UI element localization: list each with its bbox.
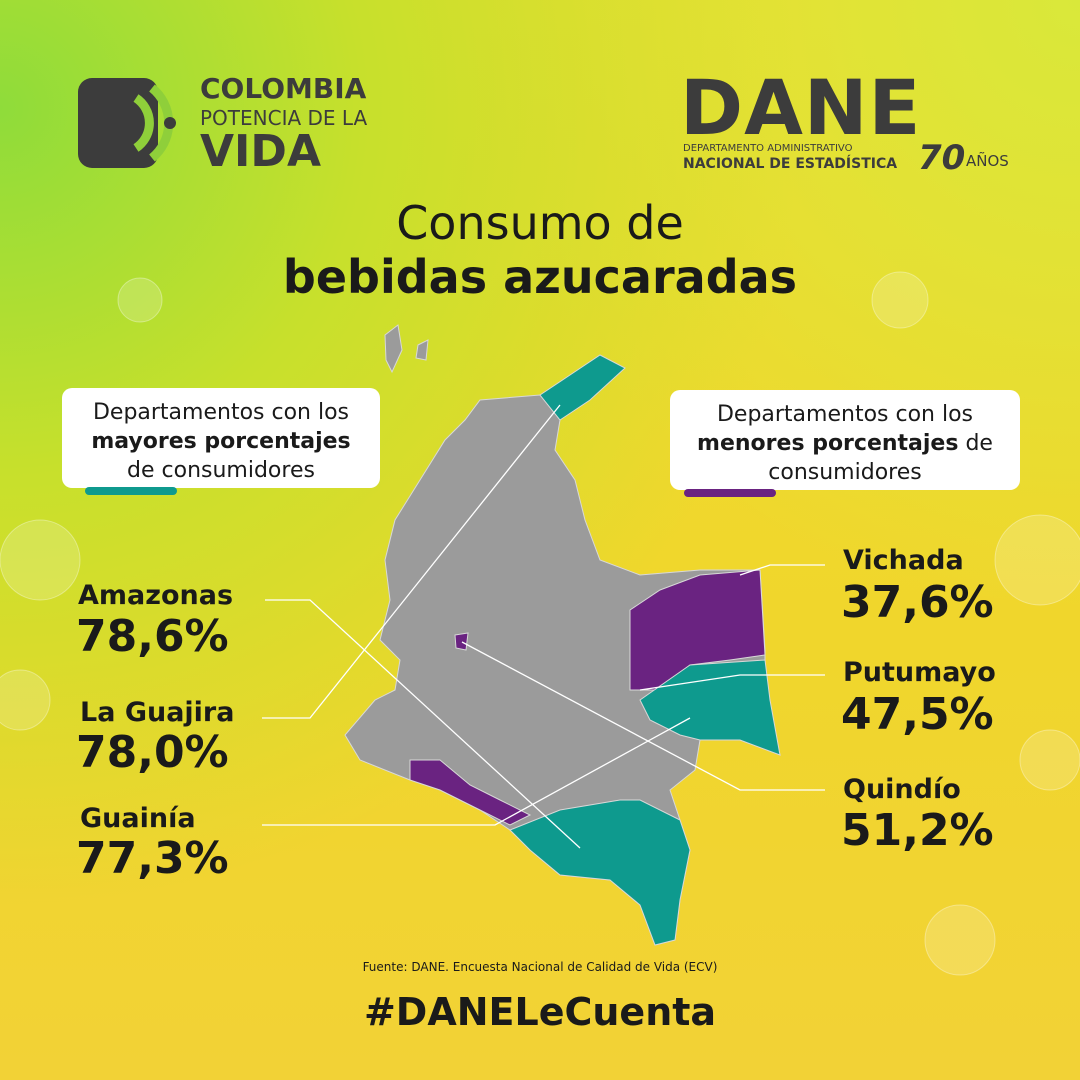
vichada-region: [629, 569, 766, 691]
department-name: Vichada: [843, 545, 964, 576]
department-name: Quindío: [843, 774, 961, 805]
legend-text: mayores porcentajes: [91, 429, 351, 454]
putumayo-region: [409, 759, 532, 826]
amazonas-region: [509, 799, 691, 946]
department-value: 37,6%: [841, 577, 994, 628]
legend-text: consumidores: [768, 460, 922, 485]
la-guajira-region: [539, 354, 626, 421]
leader-line: [639, 674, 825, 691]
legend-swatch: [684, 489, 776, 497]
legend-text: Departamentos con los: [716, 402, 974, 427]
department-value: 77,3%: [76, 833, 229, 884]
leader-line: [739, 564, 825, 576]
legend-box: Departamentos con los menores porcentaje…: [670, 390, 1020, 490]
colombia-logo-icon: [78, 78, 176, 168]
legend-line: menores porcentajes de: [678, 429, 1012, 458]
bubble: [871, 271, 929, 329]
department-name: Putumayo: [843, 657, 996, 688]
hashtag: #DANELeCuenta: [363, 990, 717, 1034]
anniversary-label: AÑOS: [966, 152, 1009, 170]
legend-text: Departamentos con los: [92, 400, 350, 425]
legend-text: menores porcentajes: [697, 431, 959, 456]
legend-box: Departamentos con los mayores porcentaje…: [62, 388, 380, 488]
leader-line: [461, 641, 825, 791]
dane-subtitle: NACIONAL DE ESTADÍSTICA: [683, 156, 898, 172]
department-name: Guainía: [80, 803, 196, 834]
department-name: Amazonas: [78, 580, 234, 611]
title: bebidas azucaradas: [282, 250, 798, 304]
department-value: 78,6%: [76, 611, 229, 662]
guainia-region: [639, 659, 781, 756]
leader-lines: [262, 404, 825, 849]
logo-text: POTENCIA DE LA: [200, 106, 368, 130]
legend-swatch: [85, 487, 177, 495]
department-value: 78,0%: [76, 727, 229, 778]
leader-line: [262, 717, 691, 826]
logo-dot: [164, 117, 176, 129]
bubble: [1019, 729, 1080, 791]
dane-logo: DANE: [680, 63, 922, 152]
logo-arc: [133, 94, 154, 152]
bubble: [994, 514, 1080, 606]
bubble: [0, 669, 51, 731]
bubble: [924, 904, 996, 976]
leader-line: [265, 599, 581, 849]
title: Consumo de: [396, 196, 684, 250]
colombia-map: [344, 324, 781, 946]
source: Fuente: DANE. Encuesta Nacional de Calid…: [362, 960, 718, 974]
bubbles: [0, 271, 1080, 976]
island: [415, 339, 429, 361]
logo-text: COLOMBIA: [200, 72, 367, 105]
dane-subtitle: DEPARTAMENTO ADMINISTRATIVO: [683, 143, 853, 154]
logo-text: VIDA: [200, 126, 321, 177]
leader-line: [262, 404, 561, 719]
legend-text: de consumidores: [127, 458, 315, 483]
island: [384, 324, 403, 374]
department-value: 51,2%: [841, 805, 994, 856]
bubble: [0, 519, 81, 601]
department-value: 47,5%: [841, 689, 994, 740]
anniversary-number: 70: [918, 138, 966, 178]
legend-text: de: [965, 431, 993, 456]
quindio-region: [454, 632, 469, 651]
department-name: La Guajira: [80, 697, 235, 728]
bubble: [117, 277, 163, 323]
